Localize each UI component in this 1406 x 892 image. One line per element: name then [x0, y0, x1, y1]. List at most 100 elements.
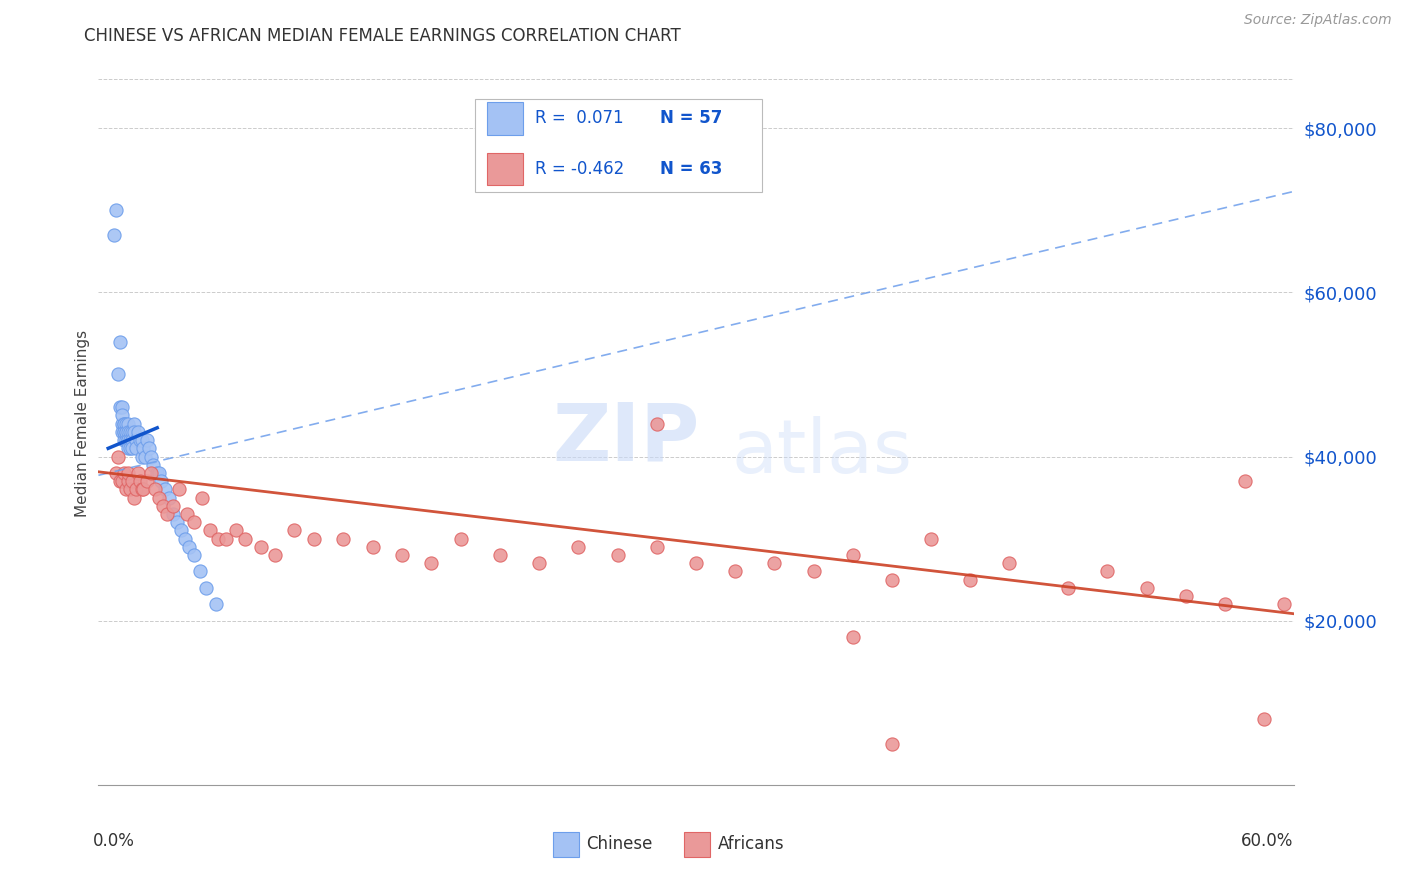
Point [195, 581, 218, 595]
Point [263, 548, 285, 562]
Point [111, 409, 134, 423]
Point [146, 466, 169, 480]
Point [215, 532, 238, 546]
Point [1272, 598, 1295, 612]
Point [115, 425, 138, 439]
Point [117, 425, 139, 439]
Point [153, 483, 176, 497]
Text: N = 63: N = 63 [661, 160, 723, 178]
Y-axis label: Median Female Earnings: Median Female Earnings [75, 330, 90, 517]
Point [112, 433, 135, 447]
Point [920, 532, 942, 546]
Point [132, 483, 155, 497]
Point [150, 474, 173, 488]
Point [183, 548, 205, 562]
Point [283, 524, 305, 538]
Point [166, 515, 188, 529]
Point [1213, 598, 1236, 612]
Point [121, 425, 143, 439]
Point [103, 227, 125, 242]
Point [107, 450, 129, 464]
Point [115, 417, 138, 431]
Point [489, 548, 512, 562]
Point [183, 515, 205, 529]
Point [148, 491, 170, 505]
Text: Chinese: Chinese [586, 835, 652, 854]
Point [141, 466, 163, 480]
Point [724, 565, 747, 579]
Point [841, 548, 863, 562]
Point [391, 548, 413, 562]
Point [645, 417, 668, 431]
Point [127, 466, 149, 480]
Point [134, 450, 156, 464]
Point [131, 450, 153, 464]
Point [205, 598, 228, 612]
Point [124, 442, 146, 456]
Point [111, 474, 134, 488]
Point [141, 450, 163, 464]
Point [124, 483, 146, 497]
Point [115, 425, 138, 439]
Text: R = -0.462: R = -0.462 [534, 160, 624, 178]
Point [880, 737, 903, 751]
Text: Source: ZipAtlas.com: Source: ZipAtlas.com [1244, 13, 1392, 28]
Text: 0.0%: 0.0% [93, 832, 135, 850]
Point [332, 532, 354, 546]
Point [1174, 589, 1197, 603]
Point [235, 532, 257, 546]
Point [250, 540, 273, 554]
Point [118, 483, 141, 497]
Point [111, 401, 134, 415]
Point [685, 556, 707, 570]
Point [157, 491, 180, 505]
Point [121, 442, 143, 456]
Point [191, 491, 214, 505]
Point [124, 433, 146, 447]
Point [115, 483, 138, 497]
Point [127, 425, 149, 439]
Point [803, 565, 825, 579]
Point [420, 556, 443, 570]
Bar [553, 832, 579, 857]
Point [132, 442, 155, 456]
Point [763, 556, 786, 570]
Point [117, 466, 139, 480]
Text: atlas: atlas [733, 416, 912, 489]
Point [117, 474, 139, 488]
Point [841, 630, 863, 644]
Point [880, 573, 903, 587]
Point [177, 540, 200, 554]
Point [108, 474, 131, 488]
Bar [486, 103, 523, 135]
Point [302, 532, 325, 546]
Point [959, 573, 981, 587]
Point [122, 417, 145, 431]
Bar [685, 832, 710, 857]
Point [131, 433, 153, 447]
Point [606, 548, 628, 562]
Point [998, 556, 1021, 570]
Point [117, 433, 139, 447]
Point [162, 507, 184, 521]
Point [1135, 581, 1157, 595]
Point [122, 491, 145, 505]
Point [111, 425, 134, 439]
Point [121, 474, 143, 488]
Point [131, 483, 153, 497]
Point [121, 433, 143, 447]
Text: ZIP: ZIP [553, 399, 700, 477]
Point [167, 483, 190, 497]
Point [1097, 565, 1119, 579]
Point [1233, 474, 1256, 488]
Point [173, 532, 195, 546]
Point [111, 417, 134, 431]
Point [156, 507, 179, 521]
Point [170, 524, 193, 538]
Point [188, 565, 211, 579]
Point [148, 466, 170, 480]
Point [105, 466, 128, 480]
Point [1057, 581, 1080, 595]
Text: CHINESE VS AFRICAN MEDIAN FEMALE EARNINGS CORRELATION CHART: CHINESE VS AFRICAN MEDIAN FEMALE EARNING… [84, 27, 681, 45]
Text: R =  0.071: R = 0.071 [534, 110, 623, 128]
